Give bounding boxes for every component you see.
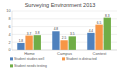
data-label: 4.4: [89, 29, 94, 33]
x-tick-label: Campus: [57, 51, 72, 56]
data-label: 3.7: [27, 32, 32, 36]
legend-swatch: [10, 57, 13, 60]
legend-label: Student needs testing: [14, 64, 47, 68]
title: Surveying Environment 2013: [25, 2, 96, 8]
bars: [17, 18, 111, 50]
bar: [95, 25, 102, 50]
data-label: 1.8: [19, 39, 24, 43]
data-label: 6.5: [97, 21, 102, 25]
data-label: 3.5: [70, 32, 75, 36]
grid-line: [12, 11, 117, 12]
bar: [25, 36, 32, 50]
data-label: 3.8: [35, 31, 40, 35]
x-tick-label: Contest: [93, 51, 108, 56]
grid-line: [12, 18, 117, 19]
x-tick-label: Home: [24, 51, 35, 56]
bar: [17, 43, 24, 50]
bar: [87, 33, 94, 50]
bar: [60, 40, 67, 50]
y-tick-label: 4: [8, 33, 10, 37]
bar: [104, 18, 111, 50]
bar: [69, 36, 76, 50]
bar: [34, 35, 41, 50]
chart-root: Surveying Environment 201302468101.83.73…: [0, 0, 120, 71]
data-label: 4.8: [54, 27, 59, 31]
chart: Surveying Environment 201302468101.83.73…: [0, 0, 120, 71]
legend-swatch: [62, 57, 65, 60]
background: [0, 0, 120, 71]
y-tick-label: 0: [8, 48, 10, 52]
bar: [52, 31, 59, 50]
legend-swatch: [10, 64, 13, 67]
data-label: 2.5: [62, 36, 67, 40]
x-axis: [12, 50, 117, 51]
y-tick-label: 10: [6, 9, 10, 13]
legend-label: Student studies well: [14, 57, 44, 61]
y-tick-label: 2: [8, 41, 10, 45]
data-label: 8.3: [105, 14, 110, 18]
y-tick-label: 8: [8, 17, 10, 21]
legend-label: Student is distracted: [66, 57, 97, 61]
y-tick-label: 6: [8, 25, 10, 29]
y-axis: [12, 11, 13, 50]
